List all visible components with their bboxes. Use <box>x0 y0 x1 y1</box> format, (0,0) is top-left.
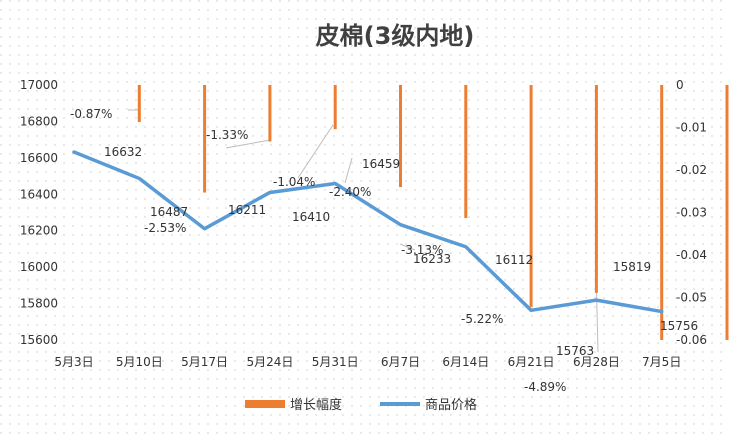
legend-label-bar: 增长幅度 <box>290 397 342 413</box>
left-axis-tick: 15600 <box>20 333 58 347</box>
x-axis-tick: 6月28日 <box>573 355 620 369</box>
x-axis-tick: 5月17日 <box>181 355 228 369</box>
bar-data-label: -3.13% <box>401 243 443 257</box>
right-axis-tick: -0.03 <box>676 206 707 220</box>
line-data-label: 15819 <box>613 260 651 274</box>
legend-label-line: 商品价格 <box>425 397 477 413</box>
x-axis-tick: 5月3日 <box>54 355 93 369</box>
left-axis-tick: 16800 <box>20 114 58 128</box>
leader-line <box>344 157 353 184</box>
line-data-label: 16211 <box>228 203 266 217</box>
bar-data-label: -2.40% <box>329 185 371 199</box>
x-axis-tick: 7月5日 <box>642 355 681 369</box>
x-axis-tick: 6月7日 <box>381 355 420 369</box>
right-axis-tick: -0.06 <box>676 333 707 347</box>
legend: 增长幅度 商品价格 <box>245 397 477 413</box>
bar <box>660 85 664 340</box>
leader-line <box>399 243 416 251</box>
right-axis-tick: -0.05 <box>676 291 707 305</box>
line-series <box>72 150 664 314</box>
right-axis-tick: 0 <box>676 78 684 92</box>
line-data-label: 16487 <box>150 205 188 219</box>
bar-data-label: -2.53% <box>144 221 186 235</box>
line-data-label: 15756 <box>660 319 698 333</box>
bar <box>529 85 533 307</box>
bar <box>137 85 141 122</box>
leader-line <box>225 139 271 149</box>
leader-line <box>297 124 334 179</box>
x-axis-tick: 6月14日 <box>442 355 489 369</box>
line-data-label: 15763 <box>556 344 594 358</box>
bar <box>725 85 729 340</box>
left-axis: 15600 15800 16000 16200 16400 16600 16800 17000 <box>20 78 58 347</box>
chart-title: 皮棉(3级内地) <box>316 22 475 50</box>
left-axis-tick: 16000 <box>20 260 58 274</box>
bar-series <box>137 85 729 340</box>
bar <box>203 85 207 193</box>
x-axis-tick: 5月10日 <box>116 355 163 369</box>
data-labels: -0.87% -2.53% -1.33% -1.04% -2.40% -3.13% -5.2… <box>70 107 698 394</box>
x-axis-tick: 6月21日 <box>508 355 555 369</box>
right-axis-tick: -0.02 <box>676 163 707 177</box>
line-data-label: 16459 <box>362 157 400 171</box>
right-axis-tick: -0.01 <box>676 121 707 135</box>
bar <box>399 85 402 187</box>
bar-data-label: -5.22% <box>461 312 503 326</box>
bar <box>594 85 598 293</box>
legend-swatch-bar <box>245 400 285 408</box>
bar-data-label: -1.04% <box>273 175 315 189</box>
right-axis-tick: -0.04 <box>676 248 707 262</box>
left-axis-tick: 17000 <box>20 78 58 92</box>
line-data-label: 16112 <box>495 253 533 267</box>
right-axis: -0.06 -0.05 -0.04 -0.03 -0.02 -0.01 0 <box>676 78 707 347</box>
line-data-label: 16233 <box>413 252 451 266</box>
bar <box>464 85 468 219</box>
x-axis-tick: 5月24日 <box>246 355 293 369</box>
line-data-label: 16632 <box>104 145 142 159</box>
line-data-label: 16410 <box>292 210 330 224</box>
x-axis-tick: 5月31日 <box>312 355 359 369</box>
bar <box>333 85 337 130</box>
left-axis-tick: 16600 <box>20 151 58 165</box>
bar-data-label: -1.33% <box>206 128 248 142</box>
bar-data-label: -0.87% <box>70 107 112 121</box>
left-axis-tick: 16400 <box>20 187 58 201</box>
left-axis-tick: 16200 <box>20 224 58 238</box>
bar-data-label: -4.89% <box>524 380 566 394</box>
x-axis: 5月3日 5月10日 5月17日 5月24日 5月31日 6月7日 6月14日 6月21日 6月… <box>54 355 681 369</box>
price-line <box>72 150 664 314</box>
bar <box>268 85 272 142</box>
left-axis-tick: 15800 <box>20 297 58 311</box>
